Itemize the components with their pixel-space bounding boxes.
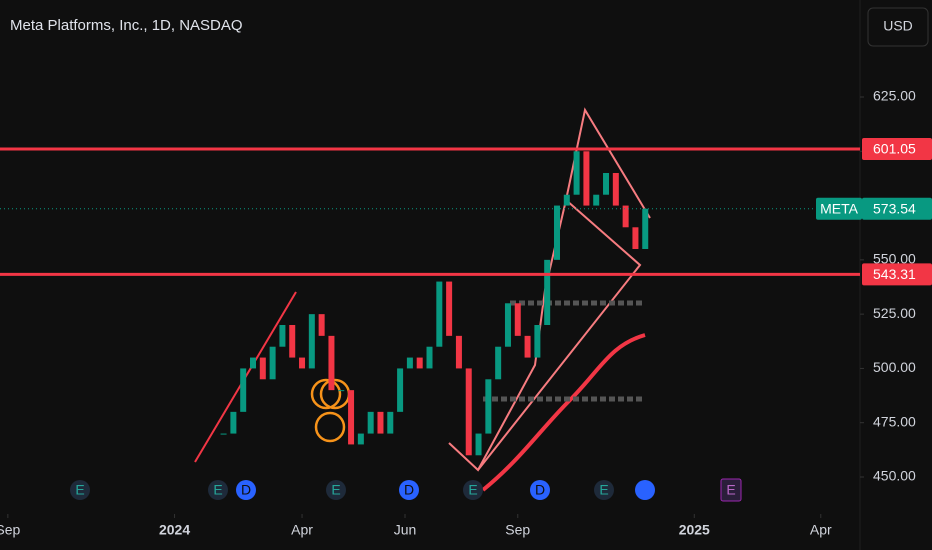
x-tick-label: 2024: [159, 522, 190, 538]
candle: [583, 151, 590, 206]
candle: [308, 314, 315, 369]
candle: [524, 335, 531, 358]
candle: [416, 357, 423, 369]
y-tick-label: 625.00: [873, 88, 916, 104]
candle: [495, 346, 502, 380]
symbol-tag: [816, 197, 862, 220]
level-tag: [862, 138, 932, 161]
candle: [240, 368, 247, 412]
x-tick-label: Sep: [505, 522, 530, 538]
candle: [534, 325, 541, 358]
candle: [377, 411, 384, 434]
event-marker[interactable]: [399, 480, 419, 500]
candle: [387, 411, 394, 434]
candle: [504, 303, 511, 347]
candle: [299, 357, 306, 369]
x-tick-label: 2025: [679, 522, 710, 538]
candle: [485, 379, 492, 434]
split-marker[interactable]: [635, 480, 655, 500]
chart-title: Meta Platforms, Inc., 1D, NASDAQ: [10, 17, 243, 34]
candle: [318, 314, 325, 336]
price-tag: [862, 197, 932, 220]
candle: [328, 335, 335, 391]
event-marker[interactable]: [463, 480, 483, 500]
candle: [279, 325, 286, 347]
candle: [269, 346, 276, 380]
event-label[interactable]: E: [726, 482, 735, 498]
currency-button[interactable]: [867, 7, 929, 47]
candle: [446, 281, 453, 336]
event-marker[interactable]: [530, 480, 550, 500]
candle: [367, 411, 374, 434]
y-tick-label: 525.00: [873, 305, 916, 321]
candle: [642, 208, 649, 249]
event-marker[interactable]: [326, 480, 346, 500]
event-label[interactable]: D: [535, 482, 545, 498]
event-marker[interactable]: [236, 480, 256, 500]
candle: [397, 368, 404, 412]
y-tick-label: 450.00: [873, 468, 916, 484]
level-tag: [862, 263, 932, 286]
candle: [230, 411, 237, 434]
candle: [406, 357, 413, 369]
candle: [475, 433, 482, 456]
x-tick-label: Apr: [810, 522, 832, 538]
candle: [612, 173, 619, 206]
level-label: 601.05: [873, 141, 916, 157]
candle: [249, 357, 256, 369]
event-label[interactable]: E: [599, 482, 608, 498]
event-marker[interactable]: [720, 478, 742, 502]
candle: [593, 194, 600, 206]
events: E E D E D E D E E: [70, 478, 742, 502]
candle: [348, 390, 355, 445]
candle: [259, 357, 266, 380]
candle: [514, 303, 521, 336]
candle: [220, 433, 227, 435]
candle: [622, 205, 629, 228]
x-tick-label: Jun: [394, 522, 417, 538]
level-label: 543.31: [873, 266, 916, 282]
y-tick-label: 550.00: [873, 251, 916, 267]
event-label[interactable]: E: [468, 482, 477, 498]
x-tick-label: Apr: [291, 522, 313, 538]
event-marker[interactable]: [594, 480, 614, 500]
x-tick-label: Sep: [0, 522, 21, 538]
event-label[interactable]: E: [75, 482, 84, 498]
candle: [563, 194, 570, 206]
candle: [455, 335, 462, 369]
symbol-label: META: [820, 200, 859, 216]
event-marker[interactable]: [70, 480, 90, 500]
candle: [465, 368, 472, 456]
candle: [632, 227, 639, 249]
event-label[interactable]: D: [241, 482, 251, 498]
candle: [289, 325, 296, 358]
y-tick-label: 500.00: [873, 359, 916, 375]
candle: [573, 151, 580, 195]
event-label[interactable]: E: [213, 482, 222, 498]
candle: [338, 390, 345, 392]
candle: [436, 281, 443, 347]
price-label: 573.54: [873, 200, 916, 216]
y-tick-label: 475.00: [873, 413, 916, 429]
candle: [544, 259, 551, 325]
event-marker[interactable]: [208, 480, 228, 500]
event-label[interactable]: E: [331, 482, 340, 498]
candle: [603, 173, 610, 195]
candle: [426, 346, 433, 369]
event-label[interactable]: D: [404, 482, 414, 498]
currency-label[interactable]: USD: [883, 18, 913, 34]
candle: [357, 433, 364, 445]
candle: [553, 205, 560, 260]
